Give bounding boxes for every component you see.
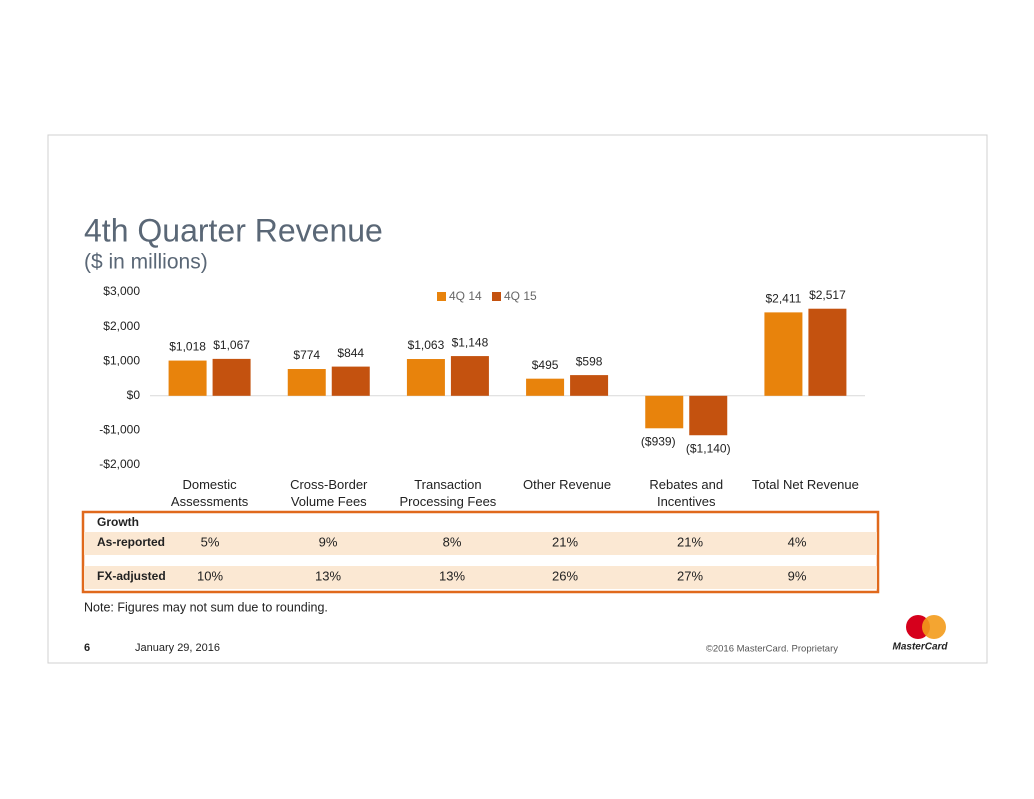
bar xyxy=(645,395,684,429)
value-label: $1,063 xyxy=(408,338,445,352)
bar xyxy=(406,359,445,396)
row-label: FX-adjusted xyxy=(97,569,166,583)
bar xyxy=(808,308,847,396)
value-label: $2,517 xyxy=(809,288,846,302)
bar xyxy=(689,395,728,436)
table-cell: 4% xyxy=(788,534,807,549)
x-tick-label: Total Net Revenue xyxy=(751,477,859,492)
bar xyxy=(287,369,326,396)
x-tick-label: Cross-Border Volume Fees xyxy=(290,477,368,509)
logo-text: MasterCard xyxy=(892,642,948,653)
copyright: ©2016 MasterCard. Proprietary xyxy=(706,644,838,655)
bar xyxy=(212,358,251,396)
table-title: Growth xyxy=(97,515,139,529)
y-tick-label: $2,000 xyxy=(103,319,140,333)
table-cell: 9% xyxy=(788,568,807,583)
value-label: $495 xyxy=(532,358,559,372)
table-cell: 21% xyxy=(677,534,703,549)
x-tick-label: Domestic Assessments xyxy=(170,477,249,509)
y-tick-label: $0 xyxy=(127,388,141,402)
y-tick-label: -$2,000 xyxy=(99,457,140,471)
value-label: $774 xyxy=(293,348,320,362)
logo-circle xyxy=(922,615,946,639)
table-cell: 26% xyxy=(552,568,578,583)
legend-swatch xyxy=(492,292,501,301)
table-cell: 10% xyxy=(197,568,223,583)
table-cell: 13% xyxy=(439,568,465,583)
y-tick-label: $1,000 xyxy=(103,353,140,367)
bar xyxy=(331,366,370,396)
x-tick-label: Other Revenue xyxy=(522,477,612,492)
x-tick-label: Rebates and Incentives xyxy=(649,477,724,509)
row-band xyxy=(84,532,877,555)
legend-label: 4Q 15 xyxy=(504,289,537,303)
table-cell: 9% xyxy=(319,534,338,549)
table-cell: 8% xyxy=(443,534,462,549)
row-band xyxy=(84,566,877,589)
bar xyxy=(570,375,609,396)
table-cell: 27% xyxy=(677,568,703,583)
chart-subtitle: ($ in millions) xyxy=(84,251,208,274)
page-number: 6 xyxy=(84,642,90,654)
bar xyxy=(168,360,207,396)
table-cell: 5% xyxy=(201,534,220,549)
bar xyxy=(526,378,565,396)
x-tick-label: Transaction Processing Fees xyxy=(399,477,497,509)
value-label: $844 xyxy=(337,346,364,360)
value-label: $1,148 xyxy=(452,335,489,349)
slide-frame xyxy=(47,134,988,664)
note: Note: Figures may not sum due to roundin… xyxy=(84,600,328,614)
legend-swatch xyxy=(437,292,446,301)
row-label: As-reported xyxy=(97,535,165,549)
value-label: $598 xyxy=(576,354,603,368)
bar xyxy=(450,356,489,396)
value-label: ($1,140) xyxy=(686,441,731,455)
y-tick-label: -$1,000 xyxy=(99,423,140,437)
date: January 29, 2016 xyxy=(135,642,220,654)
value-label: $1,018 xyxy=(169,340,206,354)
table-cell: 13% xyxy=(315,568,341,583)
legend-label: 4Q 14 xyxy=(449,289,482,303)
table-cell: 21% xyxy=(552,534,578,549)
value-label: ($939) xyxy=(641,434,676,448)
chart-title: 4th Quarter Revenue xyxy=(84,212,383,248)
y-tick-label: $3,000 xyxy=(103,284,140,298)
bar xyxy=(764,312,803,396)
value-label: $2,411 xyxy=(766,292,802,306)
value-label: $1,067 xyxy=(213,338,250,352)
growth-box xyxy=(81,510,880,594)
